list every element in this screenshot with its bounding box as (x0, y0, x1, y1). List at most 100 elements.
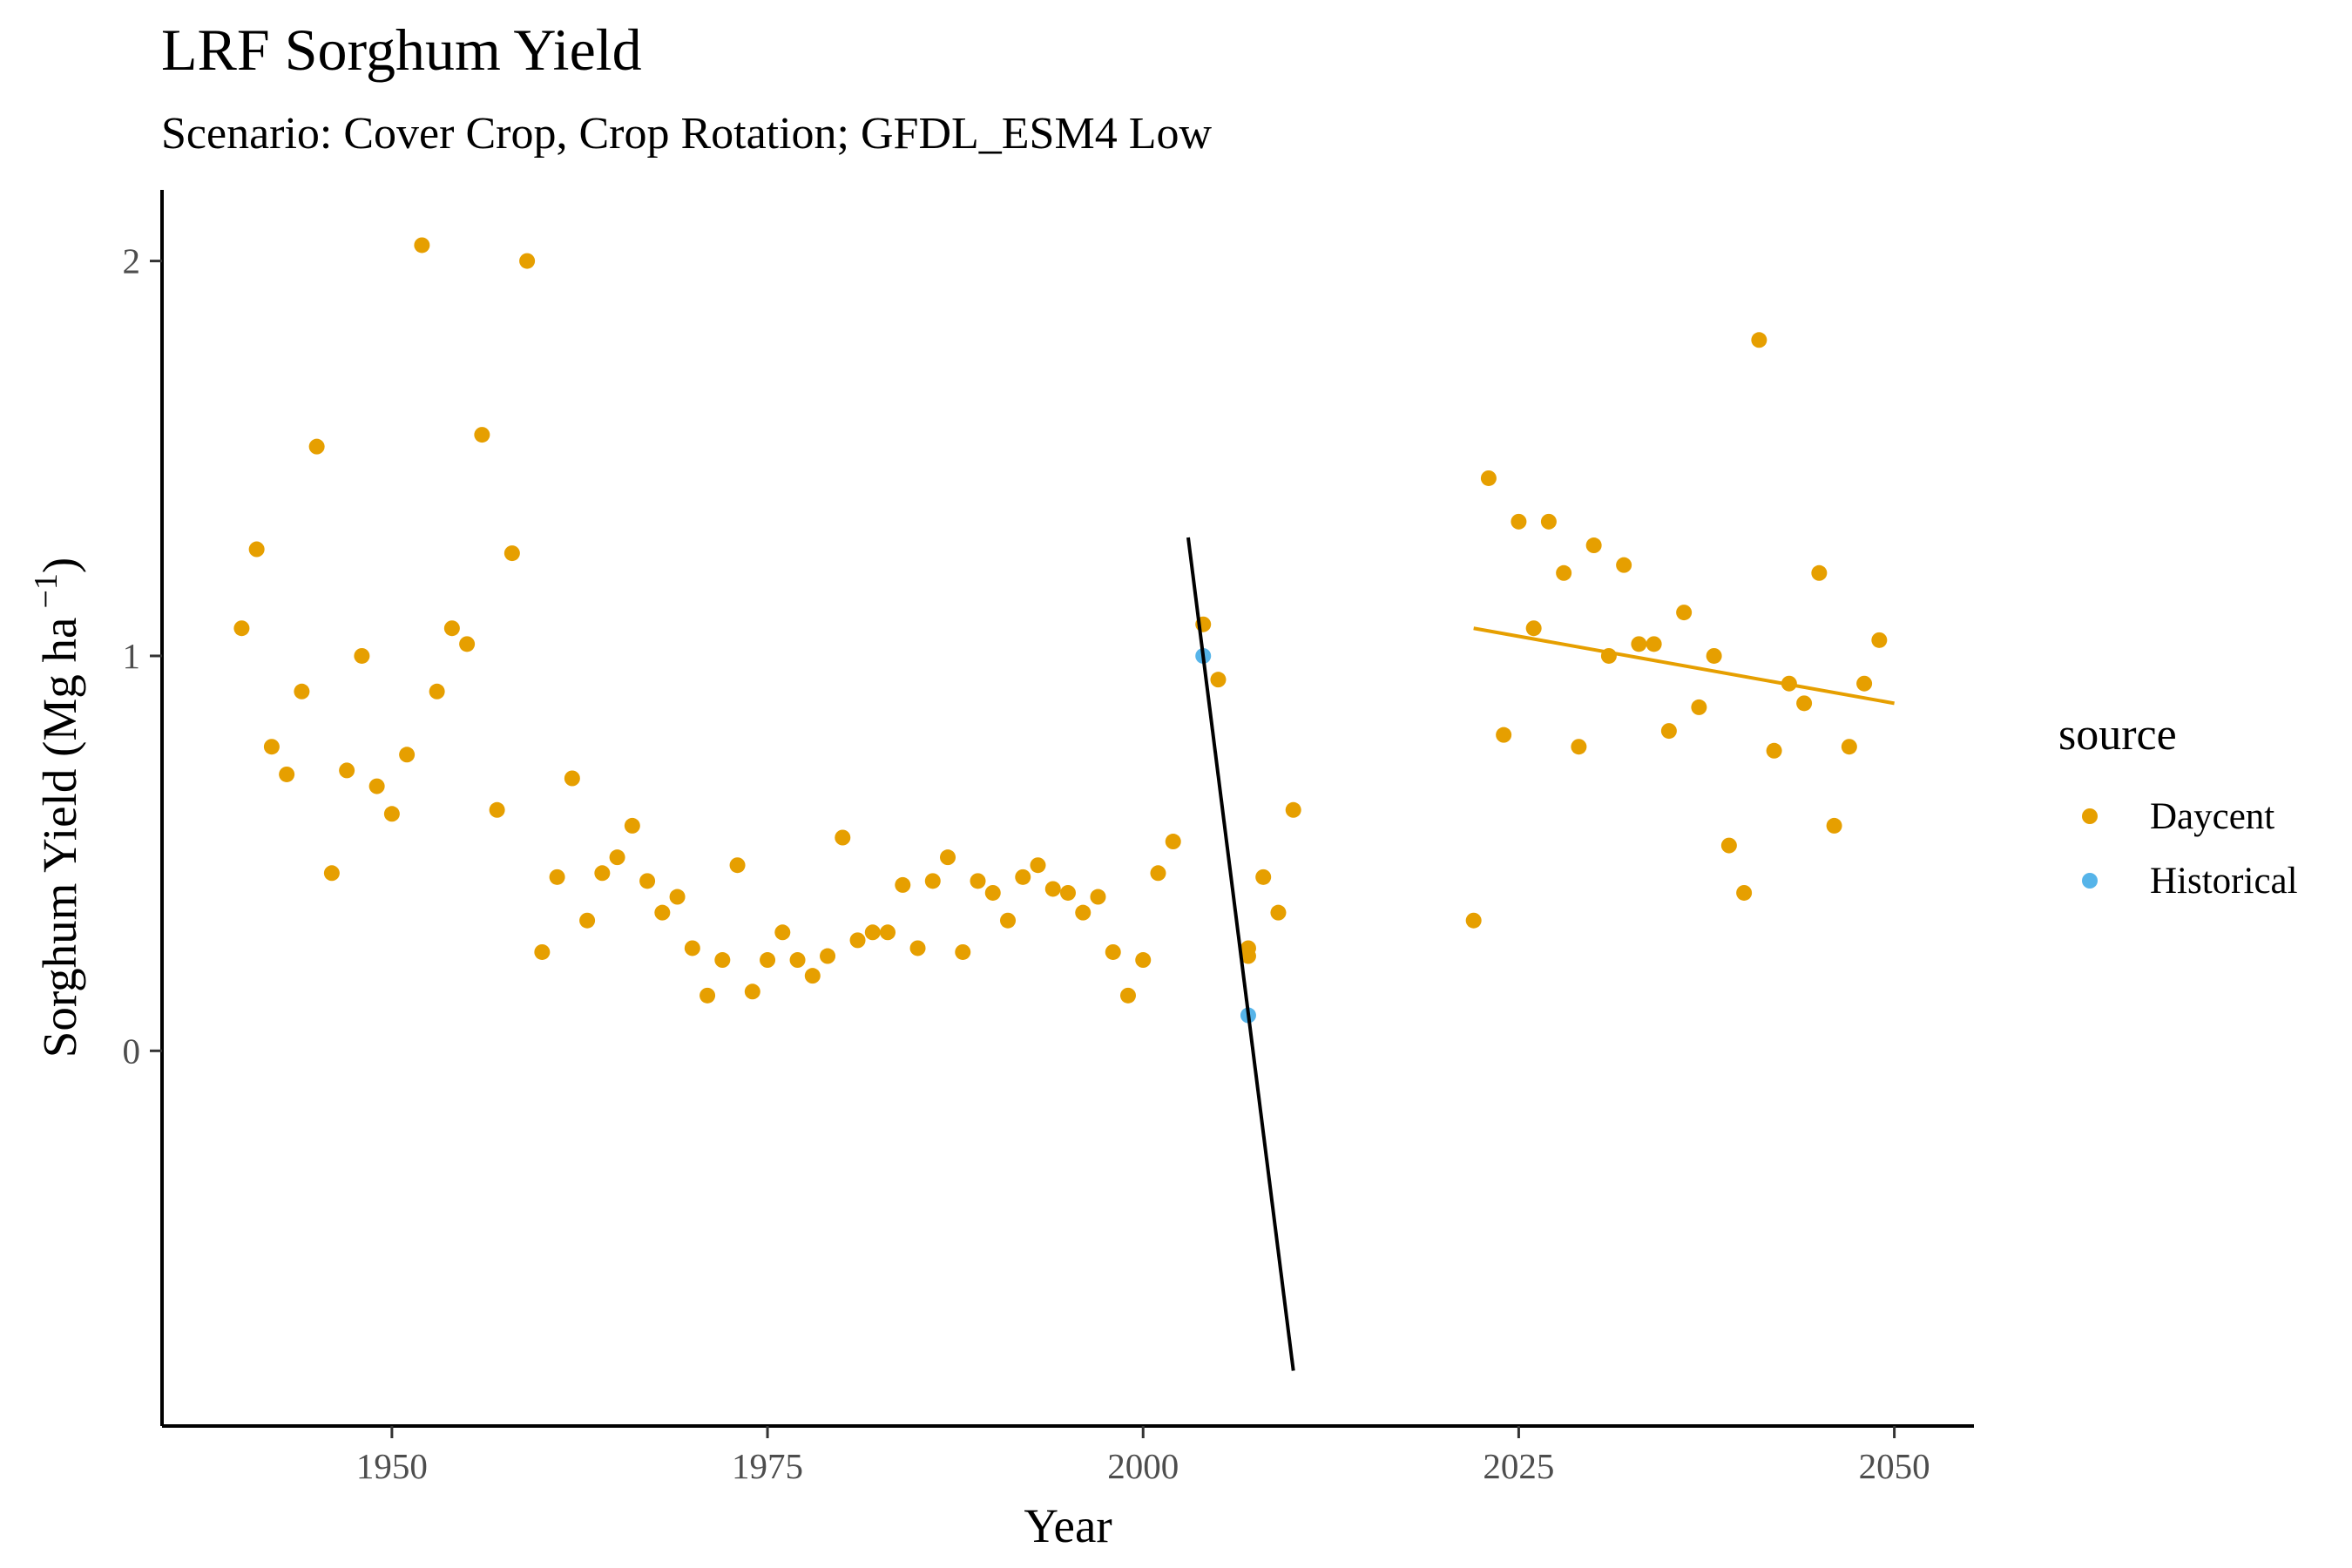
data-point (1285, 801, 1301, 818)
chart-subtitle: Scenario: Cover Crop, Crop Rotation; GFD… (161, 109, 1212, 159)
y-tick-label: 1 (123, 636, 141, 676)
data-point (940, 849, 956, 866)
data-point (1000, 912, 1017, 929)
data-point (549, 868, 565, 885)
data-point (399, 747, 416, 763)
data-point (684, 940, 700, 956)
data-point (1841, 739, 1857, 755)
data-point (233, 620, 250, 637)
data-point (849, 932, 866, 949)
data-point (594, 865, 611, 882)
data-point (308, 438, 325, 455)
y-ticks: 0 1 2 (123, 241, 162, 1071)
legend: source Daycent Historical (2058, 710, 2298, 902)
data-point (970, 873, 986, 889)
data-point (383, 806, 400, 822)
data-point (729, 857, 746, 874)
x-tick-label: 2000 (1107, 1446, 1179, 1486)
data-point (1856, 675, 1873, 692)
data-point (279, 766, 295, 782)
data-point (1691, 699, 1707, 715)
chart-title: LRF Sorghum Yield (161, 17, 642, 83)
data-point (504, 545, 520, 562)
data-point (895, 876, 911, 893)
data-point (1766, 742, 1782, 759)
data-point (1751, 332, 1767, 348)
data-point (1616, 557, 1632, 573)
data-point (1556, 564, 1572, 581)
data-point (1511, 513, 1527, 530)
x-tick-label: 2025 (1483, 1446, 1554, 1486)
data-point (1150, 865, 1166, 882)
data-point (744, 983, 760, 1000)
data-point (519, 253, 536, 269)
data-point (1090, 889, 1106, 905)
data-point (835, 829, 851, 846)
data-point (639, 873, 656, 889)
data-point (820, 948, 836, 964)
data-point (955, 943, 971, 960)
data-point (1720, 837, 1737, 854)
data-point (1165, 834, 1181, 850)
legend-key (2082, 808, 2098, 824)
data-point (1525, 620, 1542, 637)
data-point (1480, 470, 1497, 486)
y-axis-title-close: ) (33, 558, 86, 573)
trend-line (1186, 537, 1295, 1371)
data-point (789, 952, 806, 969)
trend-line (1473, 626, 1895, 706)
data-point (1736, 884, 1753, 901)
data-point (1811, 564, 1828, 581)
data-point (984, 884, 1001, 901)
data-point (1135, 952, 1152, 969)
data-point (248, 541, 265, 558)
data-point (1119, 987, 1136, 1004)
y-tick-label: 0 (123, 1031, 141, 1071)
data-point (368, 778, 385, 794)
data-point (1270, 904, 1287, 921)
y-axis-title: Sorghum Yield (Mg ha −1) (28, 558, 86, 1058)
axes (160, 190, 1974, 1428)
data-point (1030, 857, 1046, 874)
data-point (489, 801, 505, 818)
data-point (1240, 948, 1256, 964)
y-tick-label: 2 (123, 241, 141, 281)
data-point (924, 873, 941, 889)
data-point (1105, 943, 1121, 960)
x-tick-label: 2050 (1859, 1446, 1930, 1486)
data-point (669, 889, 686, 905)
data-point (804, 968, 821, 984)
legend-key (2082, 873, 2098, 889)
data-point (564, 770, 580, 787)
data-point (1660, 723, 1677, 740)
data-point (1465, 912, 1482, 929)
data-point (1015, 868, 1031, 885)
data-point (1796, 695, 1813, 712)
legend-title: source (2058, 710, 2177, 760)
data-point (1826, 817, 1842, 834)
legend-label: Daycent (2150, 796, 2274, 837)
data-point (1871, 632, 1888, 648)
data-point (579, 912, 596, 929)
data-point (1044, 881, 1061, 897)
data-point (714, 952, 731, 969)
data-point (339, 762, 355, 779)
data-point (654, 904, 671, 921)
data-point (294, 683, 310, 700)
data-point (880, 924, 896, 941)
series-daycent (233, 237, 1888, 1004)
data-point (429, 683, 445, 700)
data-point (609, 849, 625, 866)
data-point (414, 237, 430, 253)
data-point (1255, 868, 1272, 885)
x-axis-title: Year (1024, 1499, 1112, 1552)
data-point (474, 427, 490, 443)
data-point (1496, 727, 1512, 743)
plot-panel (233, 237, 1895, 1371)
data-point (909, 940, 926, 956)
y-axis-title-main: Sorghum Yield (Mg ha (33, 618, 86, 1058)
data-point (1706, 647, 1722, 664)
data-point (354, 647, 370, 664)
x-tick-label: 1975 (732, 1446, 803, 1486)
